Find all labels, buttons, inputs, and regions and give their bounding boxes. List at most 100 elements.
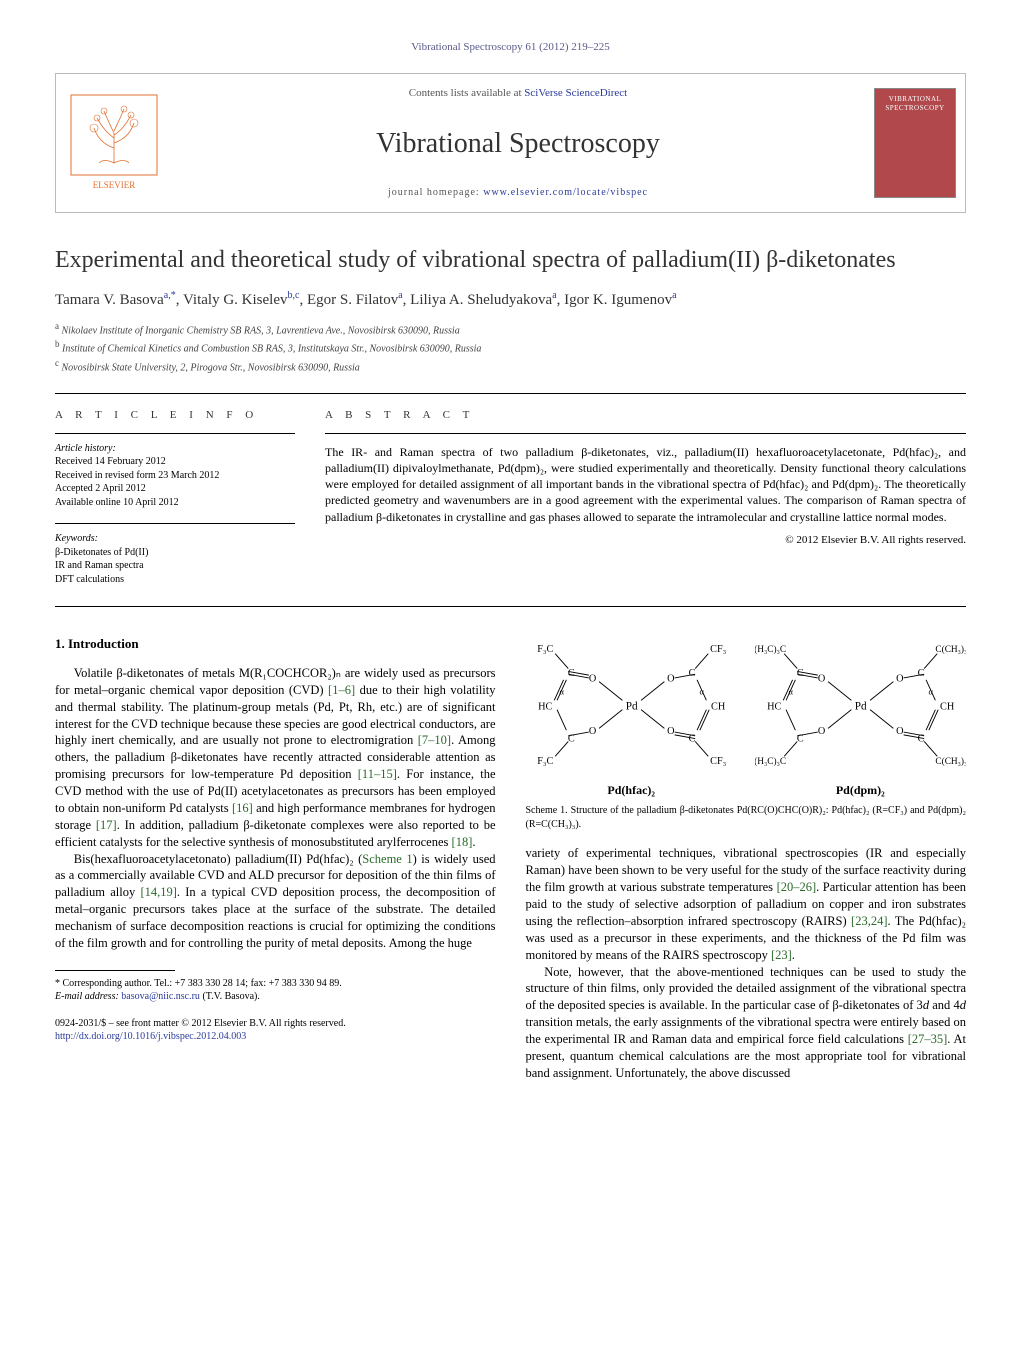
history-line: Accepted 2 April 2012 xyxy=(55,482,295,496)
keywords-block: Keywords: β-Diketonates of Pd(II)IR and … xyxy=(55,532,295,586)
ref-20-26-link[interactable]: [20–26] xyxy=(777,880,817,894)
svg-text:O: O xyxy=(667,674,674,685)
intro-para-2: Bis(hexafluoroacetylacetonato) palladium… xyxy=(55,851,496,952)
ref-7-10-link[interactable]: [7–10] xyxy=(418,733,451,747)
ref-27-35-link[interactable]: [27–35] xyxy=(908,1032,948,1046)
svg-text:α: α xyxy=(928,688,933,697)
article-info-heading: A R T I C L E I N F O xyxy=(55,408,295,423)
svg-text:HC: HC xyxy=(538,702,552,713)
svg-text:C: C xyxy=(567,734,574,745)
svg-text:α: α xyxy=(559,688,564,697)
scheme-1-link[interactable]: Scheme 1 xyxy=(362,852,412,866)
info-rule-2 xyxy=(55,523,295,524)
ref-11-15-link[interactable]: [11–15] xyxy=(358,767,397,781)
divider-bottom xyxy=(55,606,966,607)
corr-email-line: E-mail address: basova@niic.nsc.ru (T.V.… xyxy=(55,990,496,1003)
scheme-1-caption: Scheme 1. Structure of the palladium β-d… xyxy=(526,804,967,831)
abstract-heading: A B S T R A C T xyxy=(325,408,966,423)
molecule-right-label: Pd(dpm)₂ xyxy=(755,782,966,798)
molecule-left-label: Pd(hfac)₂ xyxy=(526,782,737,798)
authors-line: Tamara V. Basovaa,*, Vitaly G. Kiselevb,… xyxy=(55,289,966,310)
svg-text:ELSEVIER: ELSEVIER xyxy=(92,180,135,190)
article-info-column: A R T I C L E I N F O Article history: R… xyxy=(55,408,295,600)
svg-text:Pd: Pd xyxy=(625,701,637,713)
svg-text:C: C xyxy=(797,668,804,679)
journal-name: Vibrational Spectroscopy xyxy=(171,125,865,163)
article-title: Experimental and theoretical study of vi… xyxy=(55,245,966,275)
history-line: Received 14 February 2012 xyxy=(55,455,295,469)
publisher-logo-cell: ELSEVIER xyxy=(56,74,171,212)
svg-text:C: C xyxy=(917,668,924,679)
history-label: Article history: xyxy=(55,442,295,456)
svg-text:O: O xyxy=(896,726,903,737)
svg-text:CF₃: CF₃ xyxy=(710,644,727,655)
scheme-panels: Pd O O O O xyxy=(526,635,967,798)
svg-text:C: C xyxy=(567,668,574,679)
affiliations-block: a Nikolaev Institute of Inorganic Chemis… xyxy=(55,320,966,375)
journal-homepage-line: journal homepage: www.elsevier.com/locat… xyxy=(171,186,865,200)
ref-23-24-link[interactable]: [23,24] xyxy=(851,914,887,928)
molecule-left-svg: Pd O O O O xyxy=(526,635,737,775)
ref-23-link[interactable]: [23] xyxy=(771,948,792,962)
right-para-1: variety of experimental techniques, vibr… xyxy=(526,845,967,963)
section-1-heading: 1. Introduction xyxy=(55,635,496,653)
info-abstract-row: A R T I C L E I N F O Article history: R… xyxy=(55,394,966,606)
body-two-column: 1. Introduction Volatile β-diketonates o… xyxy=(55,635,966,1081)
journal-cover-cell: VIBRATIONAL SPECTROSCOPY xyxy=(865,74,965,212)
svg-text:O: O xyxy=(588,674,595,685)
keyword-line: DFT calculations xyxy=(55,573,295,587)
abstract-copyright: © 2012 Elsevier B.V. All rights reserved… xyxy=(325,533,966,548)
svg-text:CH: CH xyxy=(711,702,726,713)
molecule-left: Pd O O O O xyxy=(526,635,737,798)
footnote-rule xyxy=(55,970,175,971)
svg-text:α: α xyxy=(699,688,704,697)
journal-reference-line: Vibrational Spectroscopy 61 (2012) 219–2… xyxy=(55,40,966,55)
intro-para-1: Volatile β-diketonates of metals M(R₁COC… xyxy=(55,665,496,851)
affiliation-line: c Novosibirsk State University, 2, Pirog… xyxy=(55,357,966,375)
keyword-line: β-Diketonates of Pd(II) xyxy=(55,546,295,560)
journal-homepage-link[interactable]: www.elsevier.com/locate/vibspec xyxy=(483,187,648,198)
corr-email-link[interactable]: basova@niic.nsc.ru xyxy=(121,991,200,1002)
ref-1-6-link[interactable]: [1–6] xyxy=(328,683,355,697)
body-left-column: 1. Introduction Volatile β-diketonates o… xyxy=(55,635,496,1081)
svg-text:(H₃C)₃C: (H₃C)₃C xyxy=(755,756,786,767)
molecule-right: Pd O O O O xyxy=(755,635,966,798)
scidirect-link[interactable]: SciVerse ScienceDirect xyxy=(524,87,627,99)
svg-text:HC: HC xyxy=(767,702,781,713)
svg-text:α: α xyxy=(788,688,793,697)
abstract-text: The IR- and Raman spectra of two palladi… xyxy=(325,444,966,525)
ref-18-link[interactable]: [18] xyxy=(452,835,473,849)
affiliation-line: b Institute of Chemical Kinetics and Com… xyxy=(55,338,966,356)
doi-link[interactable]: http://dx.doi.org/10.1016/j.vibspec.2012… xyxy=(55,1031,246,1042)
svg-text:C: C xyxy=(688,734,695,745)
abstract-column: A B S T R A C T The IR- and Raman spectr… xyxy=(325,408,966,600)
ref-14-19-link[interactable]: [14,19] xyxy=(140,885,176,899)
svg-text:(H₃C)₃C: (H₃C)₃C xyxy=(755,644,786,655)
abstract-rule xyxy=(325,433,966,434)
keywords-label: Keywords: xyxy=(55,532,295,546)
journal-cover-thumbnail: VIBRATIONAL SPECTROSCOPY xyxy=(874,88,956,198)
svg-text:F₃C: F₃C xyxy=(537,756,553,767)
molecule-right-svg: Pd O O O O xyxy=(755,635,966,775)
svg-text:F₃C: F₃C xyxy=(537,644,553,655)
journal-center-cell: Contents lists available at SciVerse Sci… xyxy=(171,74,865,212)
svg-text:C: C xyxy=(797,734,804,745)
copyright-footer: 0924-2031/$ – see front matter © 2012 El… xyxy=(55,1017,496,1043)
ref-16-link[interactable]: [16] xyxy=(232,801,253,815)
article-history-block: Article history: Received 14 February 20… xyxy=(55,442,295,510)
keyword-line: IR and Raman spectra xyxy=(55,559,295,573)
svg-text:O: O xyxy=(817,726,824,737)
history-line: Available online 10 April 2012 xyxy=(55,496,295,510)
right-para-2: Note, however, that the above-mentioned … xyxy=(526,964,967,1082)
svg-text:O: O xyxy=(817,674,824,685)
svg-text:C: C xyxy=(688,668,695,679)
ref-17-link[interactable]: [17] xyxy=(96,818,117,832)
svg-text:O: O xyxy=(667,726,674,737)
svg-text:C(CH₃)₃: C(CH₃)₃ xyxy=(935,756,966,767)
corresponding-author-footnote: * Corresponding author. Tel.: +7 383 330… xyxy=(55,977,496,1003)
svg-text:CF₃: CF₃ xyxy=(710,756,727,767)
svg-text:O: O xyxy=(588,726,595,737)
body-right-column: Pd O O O O xyxy=(526,635,967,1081)
svg-text:C: C xyxy=(917,734,924,745)
history-line: Received in revised form 23 March 2012 xyxy=(55,469,295,483)
